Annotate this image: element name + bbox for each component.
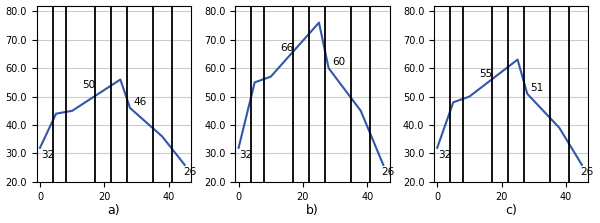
Text: 26: 26 [382, 167, 395, 177]
Text: 50: 50 [82, 80, 95, 90]
Text: 66: 66 [280, 43, 293, 53]
X-axis label: a): a) [107, 204, 120, 217]
X-axis label: c): c) [505, 204, 517, 217]
Text: 32: 32 [239, 150, 253, 160]
Text: 51: 51 [530, 83, 544, 93]
Text: 32: 32 [41, 150, 54, 160]
Text: 60: 60 [332, 57, 345, 67]
Text: 46: 46 [133, 97, 146, 107]
Text: 26: 26 [580, 167, 593, 177]
Text: 26: 26 [183, 167, 196, 177]
Text: 55: 55 [479, 69, 492, 79]
Text: 32: 32 [438, 150, 451, 160]
X-axis label: b): b) [306, 204, 319, 217]
